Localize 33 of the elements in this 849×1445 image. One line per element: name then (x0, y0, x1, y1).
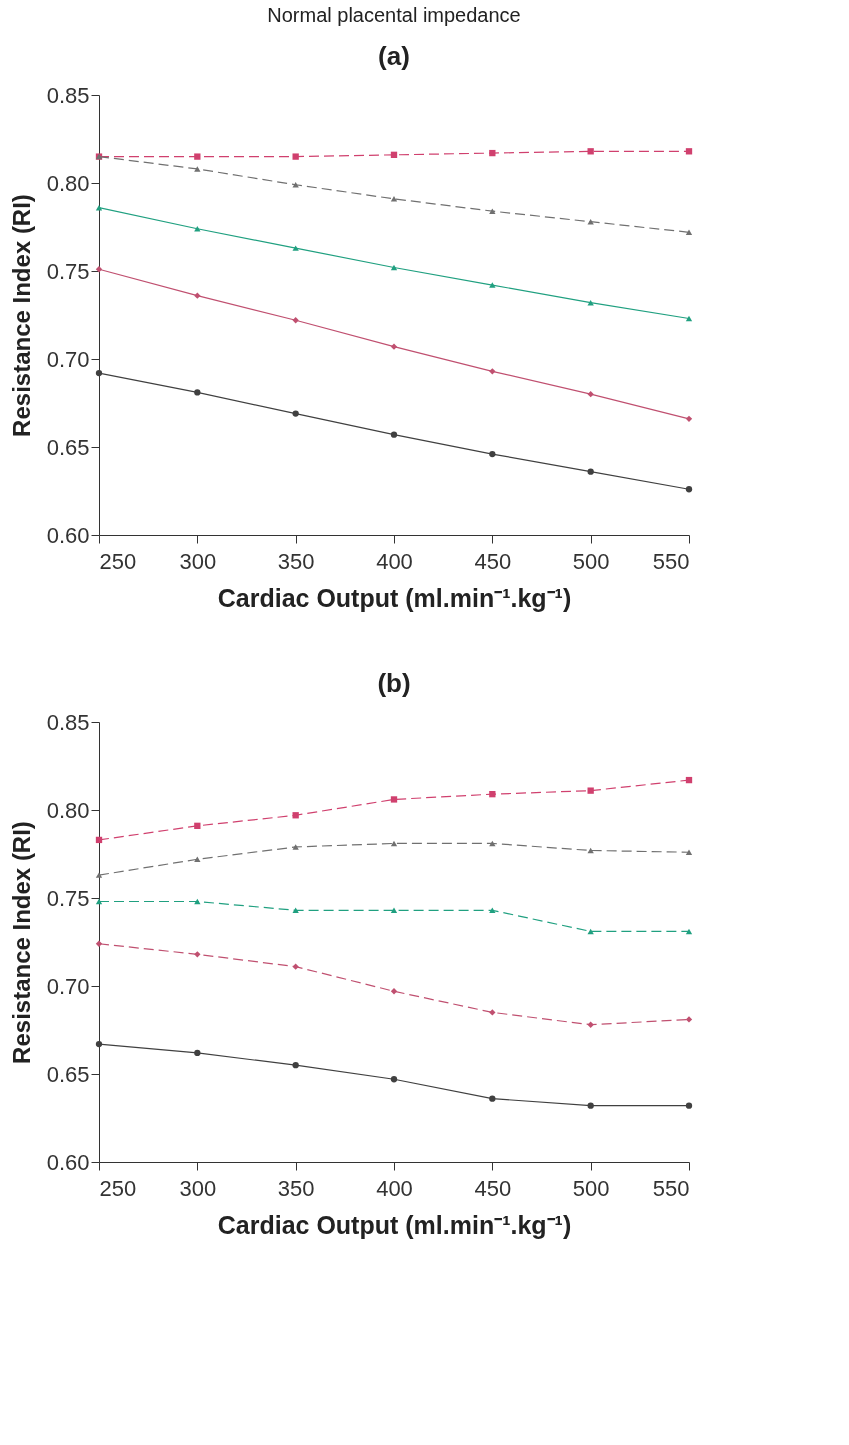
x-tick-label: 400 (376, 548, 413, 574)
y-tick-label: 0.60 (46, 522, 90, 548)
y-tick-label: 0.85 (46, 82, 90, 108)
x-tick-label: 350 (277, 1175, 315, 1201)
y-tick-label: 0.60 (46, 1149, 90, 1175)
x-tick-label: 350 (277, 548, 315, 574)
chart-subtitle: (a) (378, 41, 410, 71)
y-tick-label: 0.65 (46, 1061, 90, 1087)
chart-title: (b) (377, 668, 411, 698)
y-axis-title: Resistance Index (RI) (7, 194, 35, 437)
x-tick-label: 450 (474, 1175, 512, 1201)
y-tick-label: 0.70 (46, 346, 90, 372)
y-tick-label: 0.75 (46, 885, 90, 911)
x-tick-label: 300 (179, 548, 217, 574)
x-tick-label: 550 (652, 548, 690, 574)
x-axis-title: Cardiac Output (ml.min⁻¹.kg⁻¹) (217, 583, 572, 612)
x-tick-label: 250 (99, 1175, 137, 1201)
x-tick-label: 500 (572, 1175, 610, 1201)
y-tick-label: 0.80 (46, 797, 90, 823)
y-tick-label: 0.75 (46, 258, 90, 284)
y-tick-label: 0.70 (46, 973, 90, 999)
x-tick-label: 300 (179, 1175, 217, 1201)
y-tick-label: 0.65 (46, 434, 90, 460)
chart-title: Normal placental impedance (267, 4, 521, 26)
y-tick-label: 0.80 (46, 170, 90, 196)
x-tick-label: 550 (652, 1175, 690, 1201)
x-axis-title: Cardiac Output (ml.min⁻¹.kg⁻¹) (217, 1210, 572, 1239)
x-tick-label: 450 (474, 548, 512, 574)
y-tick-label: 0.85 (46, 709, 90, 735)
x-tick-label: 250 (99, 548, 137, 574)
y-axis-title: Resistance Index (RI) (7, 821, 35, 1064)
x-tick-label: 400 (376, 1175, 413, 1201)
x-tick-label: 500 (572, 548, 610, 574)
